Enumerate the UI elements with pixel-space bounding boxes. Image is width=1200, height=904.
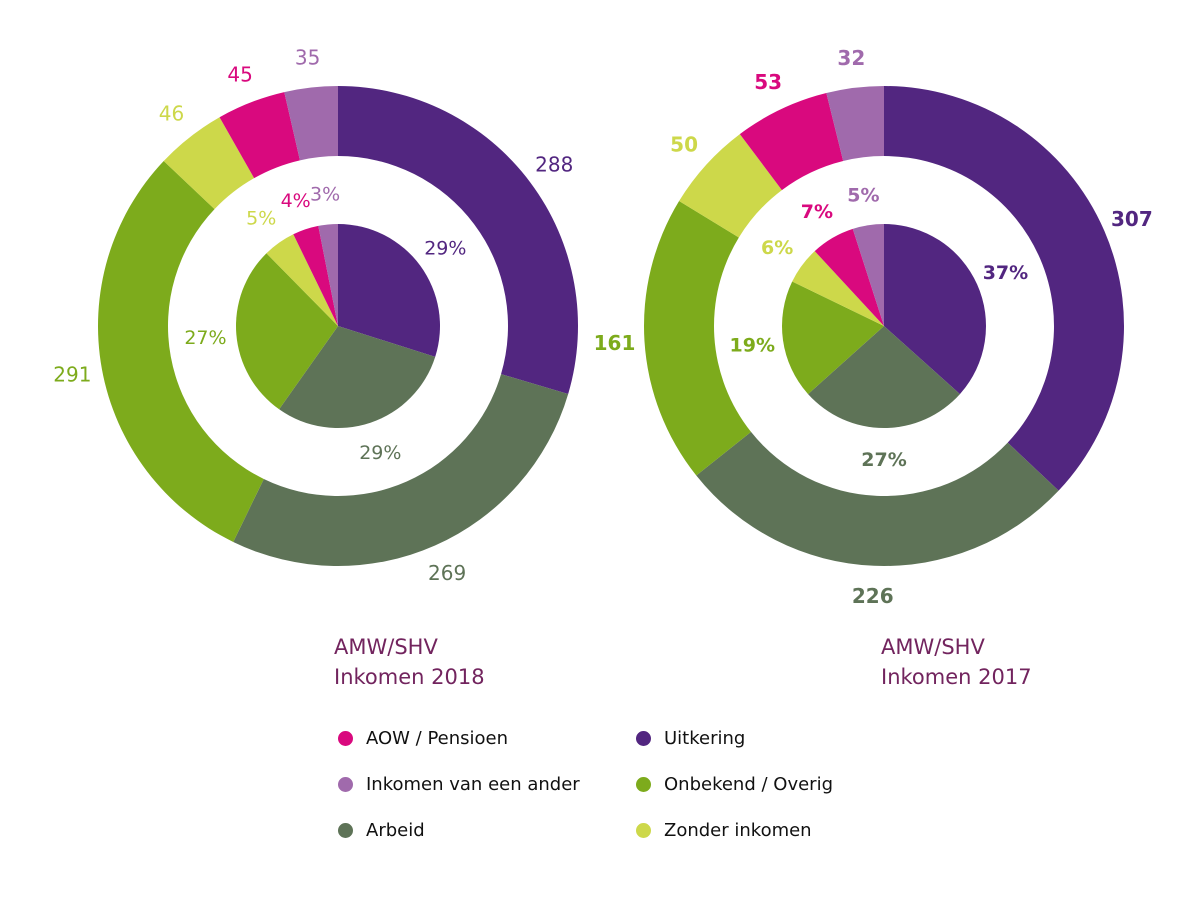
outer-label-onbekend-2018: 291	[53, 363, 91, 387]
legend-item-zonder: Zonder inkomen	[636, 820, 812, 841]
outer-segment-aow-2018	[219, 92, 300, 179]
outer-segment-arbeid-2017	[696, 431, 1059, 566]
legend-item-onbekend: Onbekend / Overig	[636, 774, 833, 795]
legend-label-onbekend: Onbekend / Overig	[664, 774, 833, 795]
legend-item-uitkering: Uitkering	[636, 728, 745, 749]
outer-segment-uitkering-2017	[884, 86, 1124, 491]
outer-label-zonder-2017: 50	[670, 133, 698, 157]
outer-segment-uitkering-2018	[338, 86, 579, 394]
inner-slice-inkomen-ander-2018	[318, 224, 338, 326]
inner-slice-inkomen-ander-2017	[852, 224, 884, 326]
legend-label-uitkering: Uitkering	[664, 728, 746, 749]
inner-label-arbeid-2017: 27%	[861, 449, 906, 471]
outer-label-zonder-2018: 46	[159, 101, 184, 125]
legend-dot-aow	[338, 731, 353, 746]
outer-label-uitkering-2018: 288	[535, 152, 573, 176]
inner-label-arbeid-2018: 29%	[359, 442, 401, 464]
inner-label-zonder-2018: 5%	[246, 207, 276, 229]
inner-label-aow-2018: 4%	[281, 190, 311, 212]
outer-label-uitkering-2017: 307	[1111, 207, 1153, 231]
outer-segment-zonder-2018	[163, 117, 255, 210]
legend-dot-onbekend	[636, 777, 651, 792]
inner-slice-zonder-2018	[266, 234, 338, 326]
outer-label-aow-2017: 53	[754, 70, 782, 94]
inner-label-onbekend-2017: 19%	[730, 335, 775, 357]
outer-label-arbeid-2018: 269	[428, 561, 466, 585]
inner-label-aow-2017: 7%	[801, 201, 833, 223]
outer-label-arbeid-2017: 226	[852, 584, 894, 608]
outer-label-aow-2018: 45	[227, 62, 252, 86]
chart-caption-2017: AMW/SHV Inkomen 2017	[881, 632, 1032, 692]
outer-segment-inkomen-ander-2018	[284, 86, 338, 161]
outer-segment-inkomen-ander-2017	[826, 86, 884, 161]
legend: AOW / Pensioen Inkomen van een ander Arb…	[338, 728, 898, 858]
outer-label-inkomen-ander-2018: 35	[295, 46, 320, 70]
inner-slice-onbekend-2017	[782, 281, 884, 395]
caption-2018-line2: Inkomen 2018	[334, 665, 485, 689]
inner-slice-arbeid-2018	[279, 326, 436, 428]
inner-label-zonder-2017: 6%	[761, 237, 793, 259]
outer-segment-arbeid-2018	[233, 374, 569, 566]
legend-item-aow: AOW / Pensioen	[338, 728, 508, 749]
outer-label-inkomen-ander-2017: 32	[837, 46, 865, 70]
legend-dot-inkomen-ander	[338, 777, 353, 792]
outer-segment-zonder-2017	[679, 134, 782, 238]
caption-2017-line1: AMW/SHV	[881, 635, 985, 659]
donut-chart-2017: 307 226 161 50 53 32 37% 27% 19% 6% 7% 5%	[594, 46, 1153, 608]
chart-caption-2018: AMW/SHV Inkomen 2018	[334, 632, 485, 692]
inner-label-inkomen-ander-2017: 5%	[847, 185, 879, 207]
inner-label-uitkering-2017: 37%	[983, 262, 1028, 284]
outer-label-onbekend-2017: 161	[594, 331, 636, 355]
legend-item-inkomen-ander: Inkomen van een ander	[338, 774, 580, 795]
caption-2018-line1: AMW/SHV	[334, 635, 438, 659]
legend-label-inkomen-ander: Inkomen van een ander	[366, 774, 580, 795]
caption-2017-line2: Inkomen 2017	[881, 665, 1032, 689]
inner-label-onbekend-2018: 27%	[184, 327, 226, 349]
outer-segment-onbekend-2018	[97, 161, 264, 542]
legend-label-aow: AOW / Pensioen	[366, 728, 509, 749]
legend-label-arbeid: Arbeid	[366, 820, 425, 841]
outer-segment-onbekend-2017	[644, 201, 752, 476]
inner-label-uitkering-2018: 29%	[424, 237, 466, 259]
inner-slice-uitkering-2018	[338, 224, 441, 357]
legend-dot-uitkering	[636, 731, 651, 746]
inner-slice-arbeid-2017	[808, 326, 960, 428]
donut-chart-2018: 288 269 291 46 45 35 29% 29% 27% 5%4% 3%	[53, 46, 579, 585]
legend-label-zonder: Zonder inkomen	[664, 820, 812, 841]
inner-slice-aow-2018	[293, 225, 338, 326]
legend-dot-arbeid	[338, 823, 353, 838]
outer-segment-aow-2017	[739, 93, 844, 191]
inner-slice-aow-2017	[814, 228, 884, 326]
inner-label-inkomen-ander-2018: 3%	[310, 184, 340, 206]
inner-slice-uitkering-2017	[884, 224, 986, 395]
inner-slice-zonder-2017	[792, 251, 884, 326]
inner-slice-onbekend-2018	[236, 253, 338, 410]
legend-dot-zonder	[636, 823, 651, 838]
legend-item-arbeid: Arbeid	[338, 820, 425, 841]
